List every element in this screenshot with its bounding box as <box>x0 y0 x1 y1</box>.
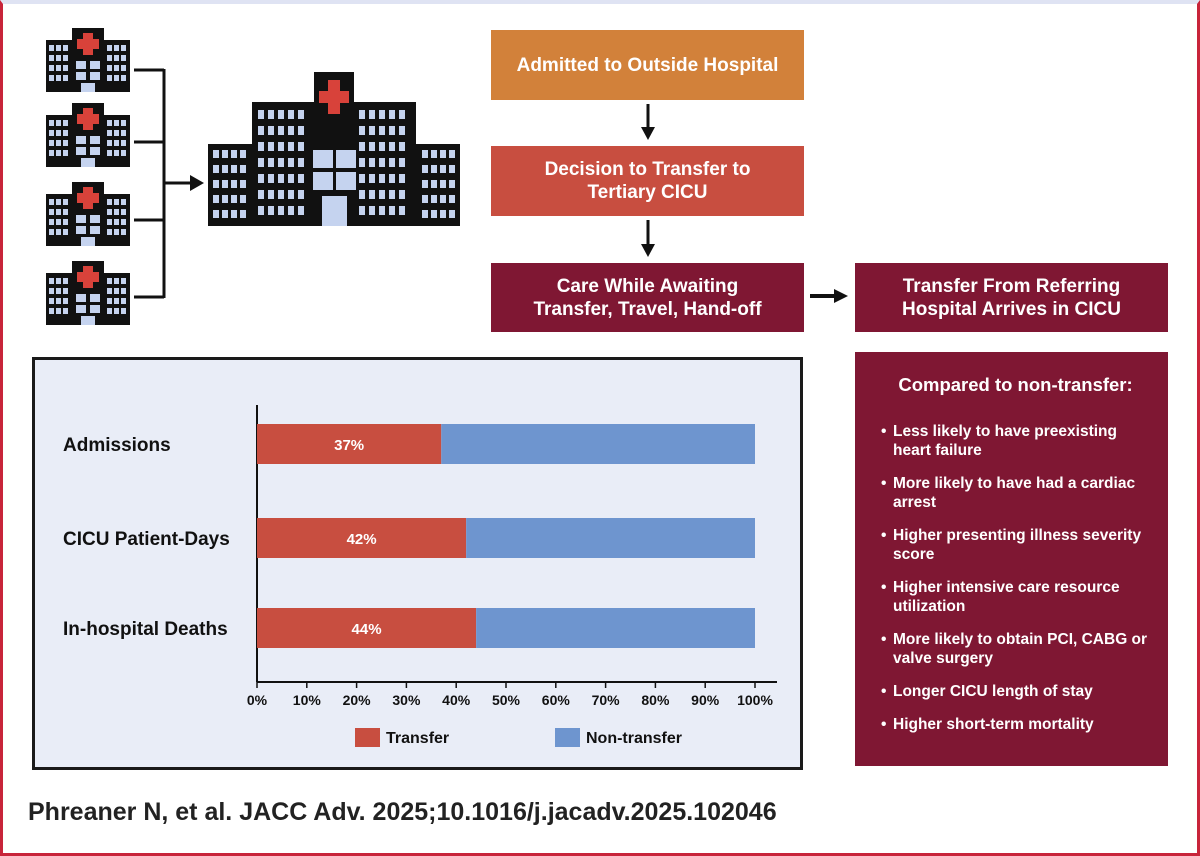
comparison-panel: Compared to non-transfer: Less likely to… <box>855 352 1168 766</box>
comparison-item: Higher intensive care resource utilizati… <box>881 578 1150 616</box>
legend-label: Transfer <box>386 730 449 747</box>
comparison-item: More likely to have had a cardiac arrest <box>881 474 1150 512</box>
hospital-icon <box>46 261 130 325</box>
step-care-awaiting: Care While Awaiting Transfer, Travel, Ha… <box>491 263 804 332</box>
legend-swatch <box>555 728 580 747</box>
step-arrives-cicu: Transfer From Referring Hospital Arrives… <box>855 263 1168 332</box>
comparison-item: Less likely to have preexisting heart fa… <box>881 422 1150 460</box>
bar-non-transfer <box>441 424 755 464</box>
arrow-right-icon <box>190 175 204 191</box>
hospital-network-graphic <box>46 28 460 325</box>
comparison-item: Higher short-term mortality <box>881 715 1150 734</box>
x-tick-label: 100% <box>737 692 773 708</box>
hospital-icon <box>46 103 130 167</box>
citation: Phreaner N, et al. JACC Adv. 2025;10.101… <box>28 798 777 826</box>
hospital-icon <box>46 182 130 246</box>
bar-transfer <box>257 608 477 648</box>
comparison-item: Longer CICU length of stay <box>881 682 1150 701</box>
connector-lines <box>134 68 192 299</box>
comparison-item: More likely to obtain PCI, CABG or valve… <box>881 630 1150 668</box>
x-tick-label: 60% <box>542 692 571 708</box>
x-tick-label: 90% <box>691 692 720 708</box>
stacked-bar-chart: Admissions 37% CICU Patient-Days 42% In-hosp… <box>63 405 777 747</box>
x-tick-label: 10% <box>293 692 322 708</box>
bar-transfer <box>257 424 442 464</box>
step-admitted-outside: Admitted to Outside Hospital <box>491 30 804 100</box>
legend-swatch <box>355 728 380 747</box>
category-label: CICU Patient-Days <box>63 529 230 550</box>
step-arrives-line1: Transfer From Referring <box>902 275 1121 297</box>
x-tick-label: 20% <box>343 692 372 708</box>
chart-panel: Admissions 37% CICU Patient-Days 42% In-hosp… <box>32 357 803 770</box>
x-tick-label: 80% <box>641 692 670 708</box>
x-tick-label: 0% <box>247 692 268 708</box>
x-tick-label: 40% <box>442 692 471 708</box>
data-label: 44% <box>352 621 382 638</box>
x-tick-label: 30% <box>392 692 421 708</box>
comparison-item: Higher presenting illness severity score <box>881 526 1150 564</box>
x-tick-label: 70% <box>592 692 621 708</box>
step-care-line1: Care While Awaiting <box>556 275 739 297</box>
step-decision-line2: Tertiary CICU <box>587 182 708 203</box>
step-care-line2: Transfer, Travel, Hand-off <box>533 298 762 320</box>
comparison-title: Compared to non-transfer: <box>898 374 1133 395</box>
step-decision-transfer: Decision to Transfer to Tertiary CICU <box>491 146 804 216</box>
step-admitted-label: Admitted to Outside Hospital <box>516 54 779 76</box>
bar-non-transfer <box>466 518 755 558</box>
comparison-list: Less likely to have preexisting heart fa… <box>881 422 1150 734</box>
data-label: 42% <box>347 531 377 548</box>
tertiary-hospital-icon <box>208 72 460 226</box>
x-tick-label: 50% <box>492 692 521 708</box>
category-label: Admissions <box>63 435 171 456</box>
bar-transfer <box>257 518 467 558</box>
category-label: In-hospital Deaths <box>63 619 228 640</box>
hospital-icon <box>46 28 130 92</box>
data-label: 37% <box>334 437 364 454</box>
bar-non-transfer <box>476 608 755 648</box>
step-arrives-line2: Hospital Arrives in CICU <box>902 298 1121 320</box>
step-decision-line1: Decision to Transfer to <box>544 159 751 180</box>
legend-label: Non-transfer <box>586 730 682 747</box>
